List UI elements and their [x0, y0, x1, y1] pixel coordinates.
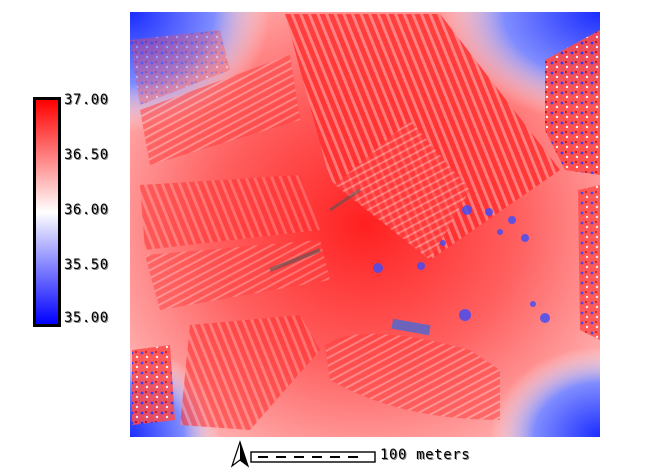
- scale-bar-label: 100 meters: [380, 447, 471, 463]
- legend-tick-36: 36.00: [64, 202, 109, 218]
- scale-bar: [250, 451, 376, 463]
- legend-colorbar: [33, 97, 61, 327]
- north-arrow-icon: [230, 440, 250, 468]
- map-raster: [130, 12, 600, 437]
- legend-tick-36-5: 36.50: [64, 147, 109, 163]
- legend-tick-35-5: 35.50: [64, 257, 109, 273]
- legend-tick-37: 37.00: [64, 92, 109, 108]
- legend-tick-35: 35.00: [64, 310, 109, 326]
